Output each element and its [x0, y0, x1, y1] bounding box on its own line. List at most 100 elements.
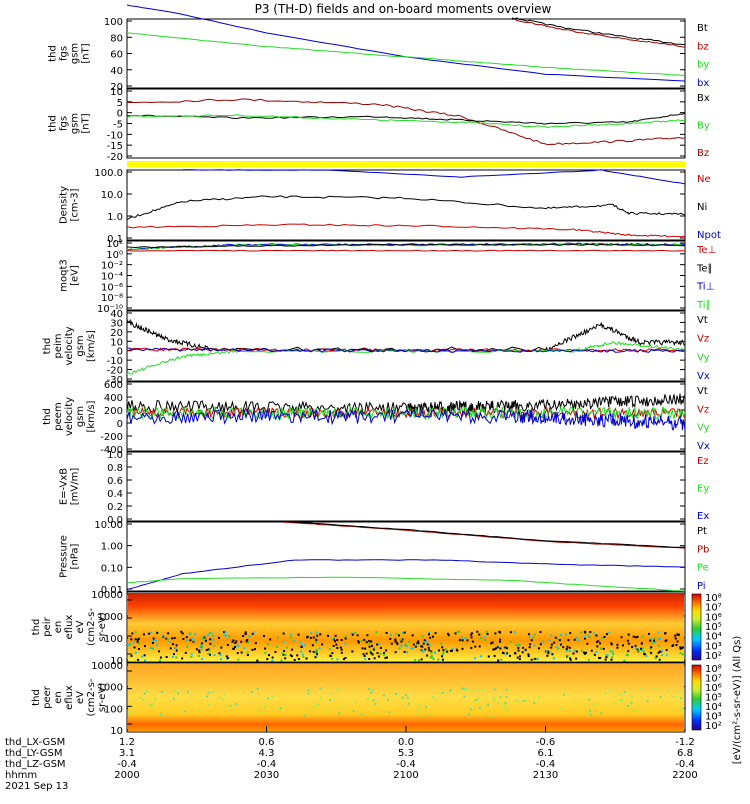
y-tick-label: 0 — [117, 419, 123, 430]
spectrogram-pixel — [615, 702, 618, 705]
spectrogram-pixel — [445, 648, 448, 651]
spectrogram-pixel — [494, 632, 497, 635]
legend-by: by — [697, 60, 709, 71]
spectrogram-pixel — [382, 694, 385, 697]
y-tick-label: 0.4 — [107, 489, 123, 500]
spectrogram-pixel — [586, 642, 589, 645]
spectrogram-pixel — [421, 645, 424, 648]
y-tick-label: 100 — [104, 704, 123, 715]
spectrogram-pixel — [403, 650, 406, 653]
spectrogram-pixel — [226, 657, 229, 660]
spectrogram-pixel — [400, 638, 403, 641]
legend-Te∥: Te∥ — [696, 263, 713, 274]
spectrogram-pixel — [546, 654, 549, 657]
spectrogram-pixel — [414, 645, 417, 648]
series-by — [126, 32, 686, 77]
spectrogram-pixel — [365, 652, 368, 655]
spectrogram-pixel — [201, 637, 204, 640]
legend-Pi: Pi — [697, 581, 706, 592]
spectrogram-pixel — [537, 696, 540, 699]
spectrogram-pixel — [428, 631, 431, 634]
spectrogram-pixel — [672, 644, 675, 647]
spectrogram-pixel — [406, 651, 409, 654]
spectrogram-pixel — [442, 648, 445, 651]
spectrogram-pixel — [309, 636, 312, 639]
y-tick-label: 0.10 — [101, 563, 123, 574]
spectrogram-pixel — [315, 640, 318, 643]
spectrogram-pixel — [471, 690, 474, 693]
spectrogram-pixel — [461, 639, 464, 642]
spectrogram-pixel — [417, 659, 420, 662]
y-axis-label: gsm — [70, 43, 81, 64]
spectrogram-pixel — [529, 635, 532, 638]
spectrogram-pixel — [514, 700, 517, 703]
spectrogram-pixel — [462, 687, 465, 690]
spectrogram-pixel — [209, 638, 212, 641]
spectrogram-pixel — [560, 707, 563, 710]
spectrogram-pixel — [232, 639, 235, 642]
x-row-value: -1.2 — [675, 737, 695, 748]
y-tick-label: 0.8 — [107, 463, 123, 474]
spectrogram-pixel — [340, 706, 343, 709]
spectrogram-pixel — [567, 639, 570, 642]
spectrogram-pixel — [426, 643, 429, 646]
spectrogram-pixel — [190, 653, 193, 656]
spectrogram-pixel — [228, 635, 231, 638]
spectrogram-pixel — [595, 634, 598, 637]
y-tick-label: 10² — [106, 239, 123, 250]
y-tick-label: 100 — [104, 634, 123, 645]
spectrogram-pixel — [593, 632, 596, 635]
spectrogram-pixel — [137, 637, 140, 640]
spectrogram-pixel — [427, 646, 430, 649]
spectrogram-pixel — [314, 656, 317, 659]
spectrogram-pixel — [429, 636, 432, 639]
colorbar-tick-label: 10⁶ — [705, 683, 722, 694]
spectrogram-pixel — [418, 703, 421, 706]
spectrogram-pixel — [406, 696, 409, 699]
spectrogram-pixel — [534, 657, 537, 660]
spectrogram-pixel — [352, 710, 355, 713]
spectrogram-pixel — [229, 704, 232, 707]
spectrogram-pixel — [515, 699, 518, 702]
spectrogram-pixel — [289, 636, 292, 639]
spectrogram-pixel — [208, 653, 211, 656]
spectrogram-pixel — [394, 638, 397, 641]
y-tick-label: 20 — [110, 328, 123, 339]
y-tick-label: 1000 — [98, 683, 123, 694]
spectrogram-pixel — [276, 636, 279, 639]
spectrogram-pixel — [220, 646, 223, 649]
y-tick-label: 0 — [117, 109, 123, 120]
spectrogram-pixel — [404, 694, 407, 697]
spectrogram-pixel — [596, 645, 599, 648]
spectrogram-pixel — [194, 632, 197, 635]
spectrogram-pixel — [169, 647, 172, 650]
spectrogram-pixel — [368, 642, 371, 645]
colorbar-tick-label: 10⁷ — [705, 674, 722, 685]
spectrogram-pixel — [518, 658, 521, 661]
spectrogram-pixel — [384, 656, 387, 659]
panel-frame — [126, 381, 686, 452]
spectrogram-pixel — [490, 642, 493, 645]
legend-Vz: Vz — [697, 404, 709, 415]
spectrogram-pixel — [424, 648, 427, 651]
legend-Pe: Pe — [697, 563, 709, 574]
spectrogram-pixel — [553, 641, 556, 644]
spectrogram-pixel — [152, 647, 155, 650]
spectrogram-pixel — [244, 632, 247, 635]
spectrogram-pixel — [250, 690, 253, 693]
y-tick-label: 10.00 — [94, 520, 123, 531]
spectrogram-pixel — [653, 641, 656, 644]
spectrogram-pixel — [372, 648, 375, 651]
spectrogram-pixel — [506, 652, 509, 655]
colorbar-tick-label: 10⁵ — [705, 693, 722, 704]
spectrogram-pixel — [368, 650, 371, 653]
y-tick-label: -10 — [107, 356, 123, 367]
spectrogram-pixel — [368, 645, 371, 648]
spectrogram-pixel — [517, 646, 520, 649]
y-tick-label: 80 — [110, 33, 123, 44]
y-axis-label: eflux — [64, 615, 75, 640]
spectrogram-pixel — [475, 699, 478, 702]
spectrogram-pixel — [129, 643, 132, 646]
